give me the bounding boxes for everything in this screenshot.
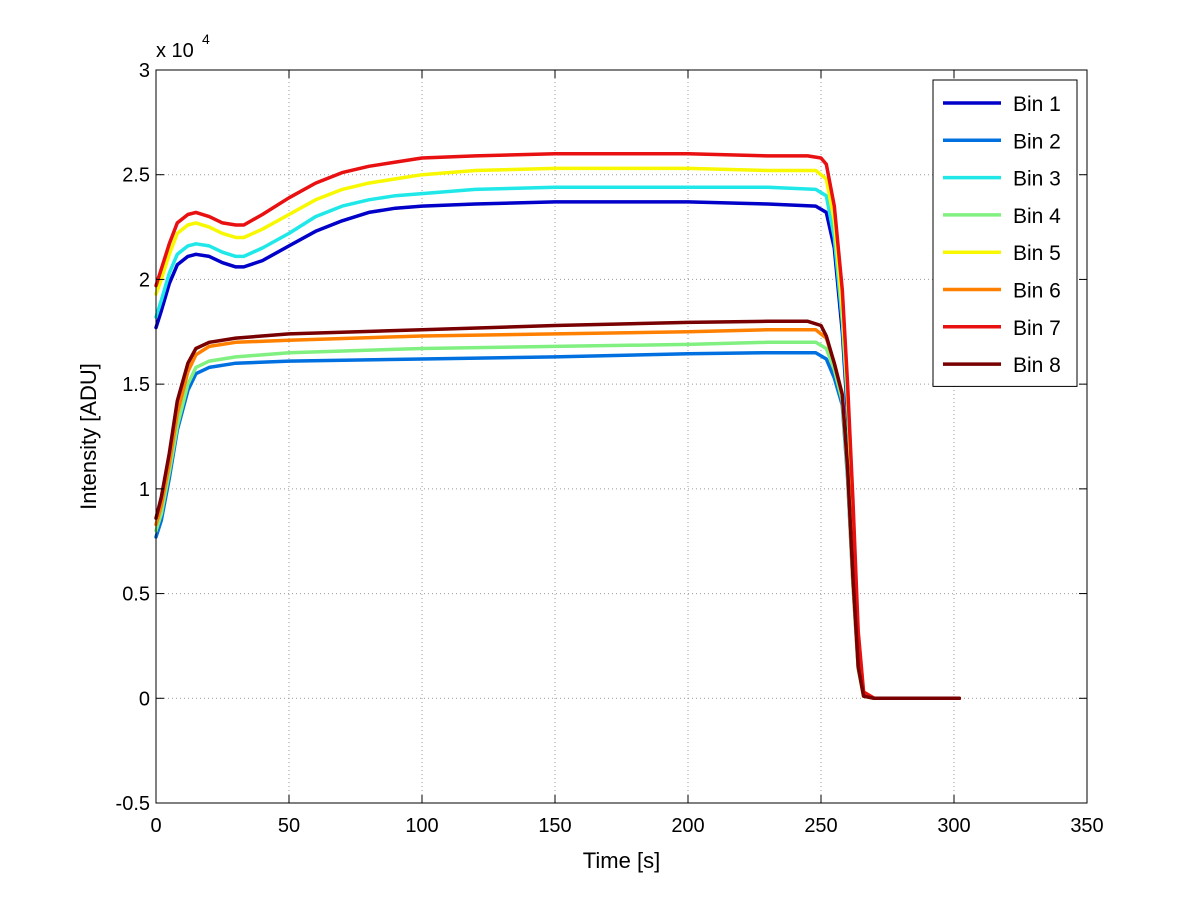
legend-label: Bin 2 [1013, 130, 1061, 153]
y-tick-label: 2 [139, 269, 150, 291]
axis-ticks [155, 69, 1088, 804]
x-tick-label: 50 [278, 815, 300, 837]
y-tick-label: 1.5 [122, 374, 150, 396]
x-axis-label: Time [s] [583, 848, 660, 873]
y-tick-label: 0.5 [122, 584, 150, 606]
legend-item: Bin 3 [943, 168, 1061, 191]
legend-item: Bin 6 [943, 280, 1061, 303]
legend-item: Bin 2 [943, 130, 1061, 153]
x-tick-label: 150 [538, 815, 571, 837]
y-tick-label: 1 [139, 479, 150, 501]
legend-item: Bin 8 [943, 354, 1061, 377]
series-line-bin-7 [154, 152, 962, 701]
legend-item: Bin 5 [943, 242, 1061, 265]
y-tick-label: 2.5 [122, 165, 150, 187]
y-axis-multiplier: x 10 [156, 40, 194, 62]
plot-series [154, 152, 962, 701]
legend-label: Bin 6 [1013, 280, 1061, 303]
legend-item: Bin 4 [943, 205, 1061, 228]
legend-label: Bin 3 [1013, 168, 1061, 191]
x-tick-label: 200 [671, 815, 704, 837]
legend-label: Bin 8 [1013, 354, 1061, 377]
legend-item: Bin 1 [943, 93, 1061, 116]
legend-label: Bin 4 [1013, 205, 1061, 228]
legend-label: Bin 1 [1013, 93, 1061, 116]
x-tick-label: 350 [1070, 815, 1103, 837]
y-tick-label: 0 [139, 688, 150, 710]
x-tick-label: 0 [150, 815, 161, 837]
legend-label: Bin 5 [1013, 242, 1061, 265]
legend-items: Bin 1 Bin 2 Bin 3 Bin 4 Bin 5 Bin 6 Bin 7 Bin 8 [943, 93, 1061, 377]
x-tick-label: 100 [405, 815, 438, 837]
x-tick-label: 300 [937, 815, 970, 837]
y-tick-label: -0.5 [116, 793, 150, 815]
tick-labels: 0 50 100 150 200 250 300 350-0.500.511.522.53 [116, 60, 1104, 837]
legend: Bin 1 Bin 2 Bin 3 Bin 4 Bin 5 Bin 6 Bin 7 Bin 8 [932, 79, 1078, 387]
series-line-bin-8 [154, 319, 962, 701]
y-tick-label: 3 [139, 60, 150, 82]
legend-item: Bin 7 [943, 317, 1061, 340]
legend-box [932, 79, 1078, 387]
y-axis-exponent: 4 [202, 31, 210, 47]
y-axis-scale-factor: x 10 4 [156, 31, 210, 62]
y-axis-label: Intensity [ADU] [76, 363, 101, 510]
plot-area-frame [155, 69, 1088, 804]
x-tick-label: 250 [804, 815, 837, 837]
legend-label: Bin 7 [1013, 317, 1061, 340]
